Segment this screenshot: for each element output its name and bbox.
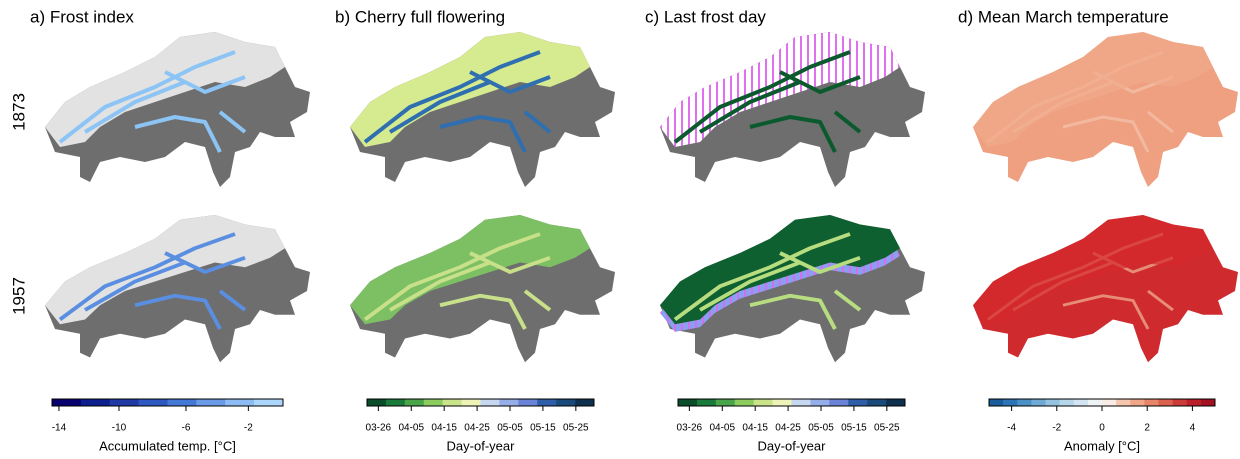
panel-title: d) Mean March temperature [958,7,1169,26]
colorbar-segment [715,399,736,406]
colorbar-tick-label: 03-26 [677,423,703,434]
map [350,215,615,363]
colorbar-segment [829,399,849,406]
colorbar-tick-label: 05-15 [841,423,867,434]
colorbar-segment [423,399,443,406]
colorbar-segment [225,399,255,406]
colorbar-segment [1003,399,1018,406]
colorbar-label: Anomaly [°C] [1064,438,1140,453]
colorbar-segment [138,399,168,406]
colorbar-tick-label: 05-05 [808,423,834,434]
panel-title: a) Frost index [30,7,134,26]
colorbar-tick-label: 2 [1144,423,1150,434]
colorbar-segment [404,399,425,406]
colorbar-tick-label: 05-15 [530,423,556,434]
colorbar-segment [1045,399,1060,406]
colorbar-tick-label: 4 [1190,423,1196,434]
map [973,32,1238,187]
row-label: 1873 [9,93,28,131]
colorbar-label: Accumulated temp. [°C] [99,438,236,453]
colorbar-segment [1017,399,1032,406]
colorbar-segment [791,399,811,406]
colorbar-segment [989,399,1004,406]
colorbar-segment [1158,399,1173,406]
colorbar-segment [696,399,717,406]
colorbar-segment [753,399,773,406]
colorbar-frame [51,398,284,407]
colorbar-segment [810,399,830,406]
colorbar-segment [196,399,226,406]
panel-title: b) Cherry full flowering [335,7,505,26]
colorbar-segment [1116,399,1131,406]
colorbar-segment [1102,399,1117,406]
colorbar-segment [1087,399,1103,406]
colorbar-tick-label: 03-26 [366,423,392,434]
colorbar-tick-label: 04-05 [398,423,424,434]
panel-title: c) Last frost day [645,7,766,26]
map [45,215,310,363]
map [660,32,925,187]
colorbar-segment [575,399,595,406]
colorbar-tick-label: -2 [1052,423,1061,434]
colorbar-tick-label: 04-15 [431,423,457,434]
colorbar-tick-label: 0 [1099,423,1105,434]
colorbar-segment [848,399,868,406]
colorbar-segment [80,399,111,406]
colorbar-tick-label: 05-05 [497,423,523,434]
colorbar-segment [385,399,406,406]
map [45,32,310,187]
row-label: 1957 [9,277,28,315]
colorbar-segment [518,399,538,406]
colorbar-segment [461,399,481,406]
colorbar-label: Day-of-year [447,438,516,453]
map [973,215,1238,363]
colorbar-segment [1172,399,1188,406]
map [660,215,925,363]
colorbar-tick-label: 04-05 [709,423,735,434]
colorbar-segment [1200,399,1216,406]
colorbar-segment [678,399,698,406]
colorbar-segment [1144,399,1159,406]
colorbar-segment [52,399,82,406]
colorbar-label: Day-of-year [758,438,827,453]
map [350,32,615,187]
colorbar-segment [772,399,792,406]
colorbar-tick-label: -14 [52,423,67,434]
colorbar-segment [499,399,519,406]
colorbar-tick-label: 05-25 [874,423,900,434]
colorbar-segment [442,399,462,406]
colorbar-segment [109,399,139,406]
colorbar-tick-label: -2 [244,423,253,434]
colorbar-segment [867,399,887,406]
colorbar-segment [480,399,500,406]
colorbar-tick-label: -10 [112,423,127,434]
colorbar-frame [366,398,595,407]
colorbar-tick-label: 05-25 [563,423,589,434]
colorbar-tick-label: -6 [182,423,191,434]
colorbar-segment [1073,399,1089,406]
colorbar-segment [367,399,387,406]
colorbar-segment [1186,399,1202,406]
colorbar-segment [1059,399,1075,406]
colorbar-segment [734,399,754,406]
colorbar-segment [167,399,197,406]
colorbar-frame [677,398,906,407]
colorbar-segment [886,399,906,406]
colorbar-segment [537,399,557,406]
colorbar-tick-label: 04-15 [742,423,768,434]
colorbar-segment [1031,399,1046,406]
colorbar-segment [556,399,576,406]
colorbar-tick-label: 04-25 [464,423,490,434]
colorbar-segment [254,399,284,406]
colorbar-tick-label: 04-25 [775,423,801,434]
colorbar-segment [1130,399,1145,406]
colorbar-tick-label: -4 [1007,423,1016,434]
